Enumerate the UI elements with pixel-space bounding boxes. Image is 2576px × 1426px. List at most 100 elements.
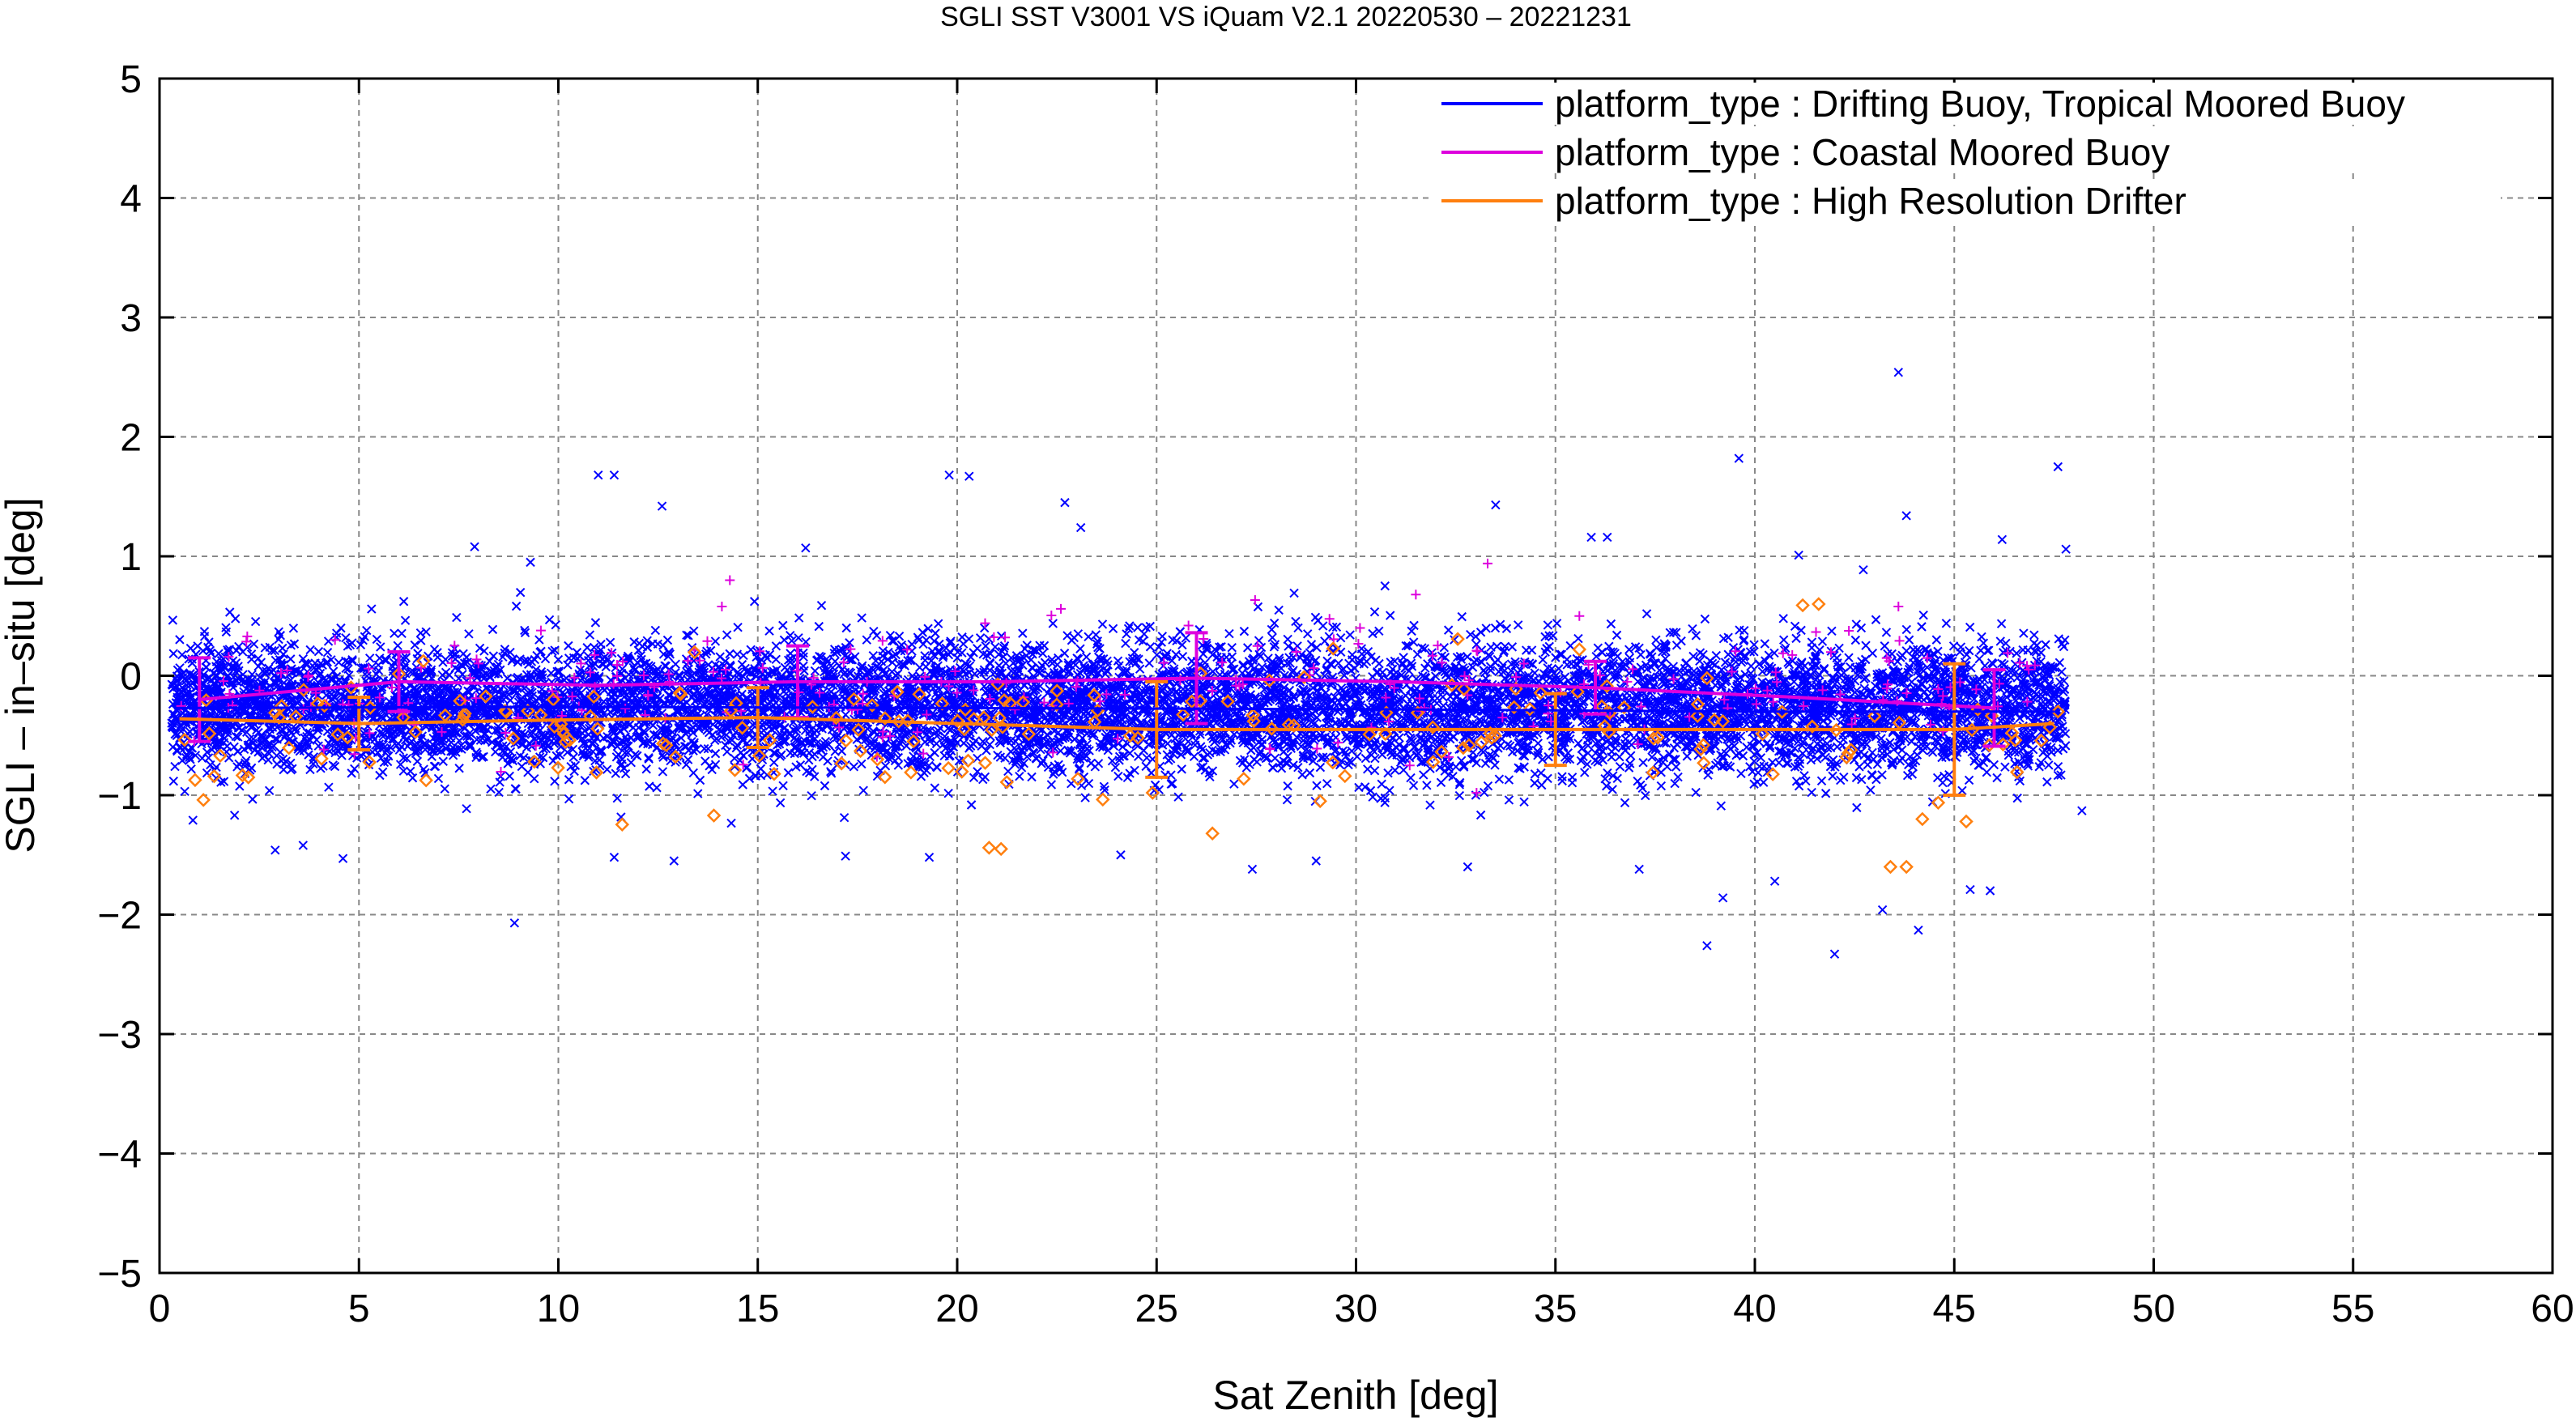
point-drifting-buoy	[1701, 615, 1709, 623]
point-drifting-buoy	[1122, 640, 1130, 648]
point-drifting-buoy	[1616, 763, 1624, 771]
point-drifting-buoy	[1822, 790, 1830, 798]
point-drifting-buoy	[2030, 631, 2038, 639]
point-drifting-buoy	[2001, 763, 2009, 771]
point-drifting-buoy	[694, 790, 702, 798]
point-drifting-buoy	[1143, 754, 1151, 762]
point-drifting-buoy	[1174, 793, 1182, 801]
point-drifting-buoy	[1857, 624, 1865, 632]
point-drifting-buoy	[1384, 769, 1392, 777]
point-drifting-buoy	[1244, 644, 1252, 652]
point-drifting-buoy	[1683, 752, 1691, 760]
point-drifting-buoy	[1477, 811, 1485, 819]
point-drifting-buoy	[645, 782, 654, 790]
point-drifting-buoy	[751, 598, 759, 606]
point-drifting-buoy	[930, 748, 939, 756]
point-drifting-buoy	[1305, 769, 1314, 777]
point-drifting-buoy	[314, 648, 322, 656]
point-drifting-buoy	[1085, 780, 1093, 788]
point-drifting-buoy	[231, 811, 239, 819]
point-drifting-buoy	[187, 765, 195, 773]
point-drifting-buoy	[351, 764, 359, 773]
point-drifting-buoy	[1410, 781, 1418, 790]
point-drifting-buoy	[712, 750, 720, 758]
point-drifting-buoy	[511, 785, 519, 793]
point-drifting-buoy	[462, 805, 470, 813]
point-drifting-buoy	[417, 636, 425, 645]
point-drifting-buoy	[1762, 739, 1770, 747]
point-drifting-buoy	[377, 643, 385, 651]
point-drifting-buoy	[1782, 760, 1790, 768]
point-drifting-buoy	[1613, 631, 1621, 639]
point-drifting-buoy	[1298, 771, 1306, 779]
point-drifting-buoy	[1413, 650, 1421, 658]
point-drifting-buoy	[1228, 644, 1236, 652]
point-drifting-buoy	[1871, 615, 1880, 624]
point-drifting-buoy	[1607, 619, 1615, 628]
point-drifting-buoy	[1692, 789, 1700, 797]
point-drifting-buoy	[1574, 635, 1582, 643]
point-drifting-buoy	[1039, 756, 1047, 764]
point-drifting-buoy	[611, 769, 620, 777]
point-drifting-buoy	[1437, 778, 1446, 786]
point-drifting-buoy	[779, 781, 787, 790]
point-drifting-buoy	[1391, 766, 1399, 774]
point-drifting-buoy	[1807, 789, 1816, 797]
point-drifting-buoy	[347, 769, 356, 777]
point-drifting-buoy	[1076, 645, 1084, 653]
point-drifting-buoy	[1028, 664, 1036, 672]
point-drifting-buoy	[541, 655, 549, 663]
point-drifting-buoy	[696, 777, 705, 785]
point-drifting-buoy	[1268, 633, 1276, 641]
point-drifting-buoy	[1230, 780, 1238, 788]
point-drifting-buoy	[1932, 636, 1940, 644]
point-drifting-buoy	[873, 632, 881, 640]
point-drifting-buoy	[492, 748, 500, 756]
point-drifting-buoy	[433, 649, 441, 657]
point-drifting-buoy	[325, 783, 333, 791]
point-drifting-buoy	[786, 649, 794, 658]
point-drifting-buoy	[1558, 773, 1566, 781]
point-drifting-buoy	[1482, 624, 1490, 632]
point-drifting-buoy	[1377, 780, 1386, 788]
point-drifting-buoy	[1818, 637, 1826, 645]
point-drifting-buoy	[1882, 628, 1890, 636]
point-drifting-buoy	[453, 614, 461, 622]
point-drifting-buoy	[1177, 765, 1186, 773]
point-drifting-buoy	[1852, 620, 1860, 628]
point-drifting-buoy	[1258, 643, 1266, 651]
point-drifting-buoy	[411, 641, 419, 649]
point-drifting-buoy	[398, 629, 406, 637]
point-drifting-buoy	[368, 605, 376, 613]
point-drifting-buoy	[772, 655, 780, 663]
point-drifting-buoy	[249, 795, 257, 803]
point-drifting-buoy	[1015, 773, 1024, 781]
point-drifting-buoy	[811, 773, 819, 781]
point-drifting-buoy	[1965, 776, 1974, 784]
point-drifting-buoy	[1364, 765, 1372, 773]
point-drifting-buoy	[1779, 615, 1787, 623]
point-drifting-buoy	[1505, 796, 1513, 804]
point-drifting-buoy	[373, 635, 381, 643]
point-drifting-buoy	[2043, 778, 2051, 786]
point-drifting-buoy	[1114, 773, 1122, 781]
point-drifting-buoy	[176, 636, 184, 644]
point-drifting-buoy	[1975, 655, 1983, 663]
point-drifting-buoy	[287, 655, 295, 663]
point-drifting-buoy	[1965, 647, 1974, 655]
point-drifting-buoy	[1283, 796, 1291, 804]
point-drifting-buoy	[931, 629, 939, 637]
point-drifting-buoy	[1919, 611, 1927, 619]
point-drifting-buoy	[1829, 772, 1837, 780]
point-drifting-buoy	[1747, 662, 1755, 670]
point-drifting-buoy	[1269, 764, 1277, 772]
point-drifting-buoy	[977, 634, 985, 642]
point-drifting-buoy	[2007, 674, 2015, 682]
point-drifting-buoy	[1531, 779, 1539, 787]
point-drifting-buoy	[1142, 762, 1150, 770]
point-drifting-buoy	[780, 636, 788, 644]
point-drifting-buoy	[1717, 802, 1725, 810]
point-drifting-buoy	[168, 616, 177, 624]
point-drifting-buoy	[254, 654, 262, 662]
